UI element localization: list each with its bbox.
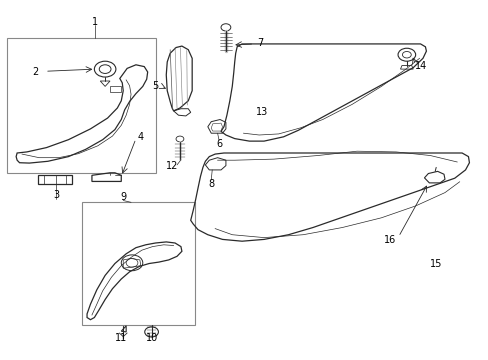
Text: 9: 9 xyxy=(120,192,126,202)
Text: 10: 10 xyxy=(146,333,159,343)
Text: 13: 13 xyxy=(255,107,267,117)
Text: 14: 14 xyxy=(414,60,427,71)
Text: 11: 11 xyxy=(115,333,127,343)
Text: 12: 12 xyxy=(165,161,178,171)
Text: 7: 7 xyxy=(257,38,263,48)
Text: 6: 6 xyxy=(216,139,222,149)
Text: 1: 1 xyxy=(92,17,98,27)
Text: 3: 3 xyxy=(53,190,59,200)
Text: 16: 16 xyxy=(383,235,396,246)
Text: 4: 4 xyxy=(138,132,143,142)
Text: 15: 15 xyxy=(429,258,442,269)
Text: 8: 8 xyxy=(208,179,214,189)
Text: 5: 5 xyxy=(152,81,158,91)
Text: 2: 2 xyxy=(32,67,38,77)
